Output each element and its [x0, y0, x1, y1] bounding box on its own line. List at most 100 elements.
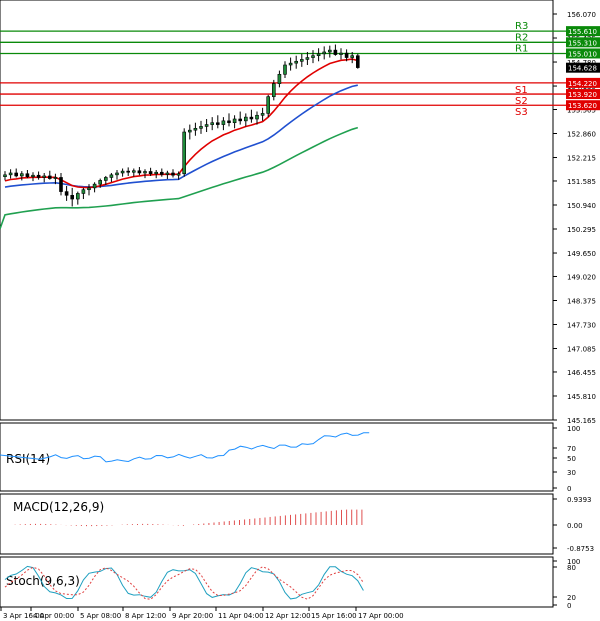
price-tick: 150.940 [567, 202, 596, 210]
candle-body [216, 122, 220, 125]
resistance-name: R2 [515, 32, 528, 43]
candle-body [255, 114, 259, 120]
candle-body [154, 171, 158, 175]
candle-body [64, 191, 69, 196]
indicator-tick: 0 [567, 485, 571, 493]
resistance-name: R3 [515, 21, 528, 32]
candle-body [47, 175, 52, 179]
price-tick: 149.650 [567, 250, 596, 258]
candle-body [266, 96, 271, 114]
candle-body [232, 118, 237, 124]
time-tick: 11 Apr 04:00 [218, 612, 264, 620]
price-tick: 149.020 [567, 273, 596, 281]
macd-axis: 0.9393 0.00 -0.8753 [553, 496, 594, 553]
indicator-tick: 0.9393 [567, 496, 592, 504]
candle-body [126, 170, 130, 173]
candle-body [316, 53, 321, 56]
candle-body [176, 173, 181, 176]
support-name: S3 [515, 107, 528, 118]
macd-histogram [14, 509, 363, 527]
support-name: S1 [515, 85, 528, 96]
candle-body [199, 126, 203, 129]
support-price-tag: 153.620 [568, 102, 597, 110]
candle-body [70, 195, 74, 200]
candle-body [165, 172, 170, 175]
indicator-tick: 0 [567, 602, 571, 610]
candle-body [76, 193, 80, 200]
resistance-price-tag: 155.010 [568, 50, 597, 58]
candle-body [3, 174, 7, 177]
candle-body [8, 172, 13, 176]
ma-fast-line [4, 58, 359, 189]
candle-body [92, 183, 97, 189]
indicator-tick: 30 [567, 469, 576, 477]
candle-body [19, 173, 24, 177]
time-tick: 9 Apr 20:00 [172, 612, 213, 620]
price-tick: 152.215 [567, 155, 596, 163]
indicator-tick: 80 [567, 564, 576, 572]
resistance-name: R1 [515, 43, 528, 54]
candle-body [244, 116, 248, 122]
rsi-panel [0, 422, 554, 492]
candle-body [188, 129, 192, 133]
candle-body [193, 127, 198, 131]
candle-body [344, 52, 349, 58]
candle-body [283, 64, 287, 75]
candle-body [333, 49, 338, 55]
indicator-tick: 20 [567, 594, 576, 602]
candle-body [137, 170, 142, 174]
price-tick: 156.070 [567, 11, 596, 19]
support-price-tag: 154.220 [568, 80, 597, 88]
candle-body [182, 131, 186, 175]
price-tick: 145.165 [567, 417, 596, 425]
time-tick: 8 Apr 12:00 [125, 612, 166, 620]
candle-body [132, 170, 136, 173]
rsi-label: RSI(14) [6, 452, 50, 466]
candle-body [227, 120, 231, 124]
price-tick: 145.810 [567, 393, 596, 401]
moving-averages [0, 58, 359, 230]
candle-body [109, 174, 114, 178]
candle-body [59, 177, 63, 192]
indicator-tick: 0.00 [567, 522, 583, 530]
candle-body [350, 55, 355, 58]
price-tick: 151.585 [567, 178, 596, 186]
rsi-axis: 100 70 50 30 0 [553, 425, 580, 493]
time-axis: 3 Apr 16:004 Apr 00:00 5 Apr 08:00 8 Apr 1… [0, 607, 404, 620]
ma-mid-line [4, 84, 358, 188]
candle-body [271, 83, 276, 97]
price-tick: 150.295 [567, 226, 596, 234]
price-tick: 147.730 [567, 322, 596, 330]
candle-body [260, 113, 265, 116]
candle-body [36, 174, 41, 178]
candle-body [115, 172, 119, 176]
level-tags: 155.610 155.310 155.010 154.220 153.920 153.6… [566, 26, 600, 111]
candle-body [53, 177, 58, 179]
candle-body [221, 120, 226, 125]
support-price-tag: 153.920 [568, 91, 597, 99]
price-tick: 152.860 [567, 131, 596, 139]
macd-label: MACD(12,26,9) [13, 500, 104, 514]
candle-body [249, 116, 254, 120]
candle-body [288, 62, 293, 66]
time-tick: 4 Apr 00:00 [33, 612, 74, 620]
candle-body [31, 174, 35, 177]
price-axis: 156.070155.425154.780154.135153.505152.8… [553, 11, 596, 425]
rsi-line [0, 432, 370, 463]
resistance-price-tag: 155.310 [568, 39, 597, 47]
candle-body [104, 177, 108, 181]
macd-panel [0, 493, 554, 555]
candle-body [339, 52, 343, 55]
time-tick: 17 Apr 00:00 [358, 612, 404, 620]
candle-body [305, 57, 310, 60]
stoch-panel [0, 556, 554, 608]
candle-body [204, 124, 209, 127]
candle-body [120, 170, 125, 174]
candle-body [87, 187, 91, 191]
candle-body [42, 175, 47, 178]
candlesticks [3, 44, 360, 207]
time-tick: 5 Apr 08:00 [80, 612, 121, 620]
indicator-tick: 100 [567, 558, 580, 566]
